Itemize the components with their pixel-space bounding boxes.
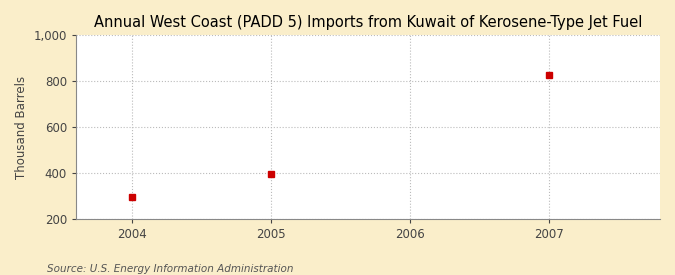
- Text: Source: U.S. Energy Information Administration: Source: U.S. Energy Information Administ…: [47, 264, 294, 274]
- Y-axis label: Thousand Barrels: Thousand Barrels: [15, 75, 28, 178]
- Title: Annual West Coast (PADD 5) Imports from Kuwait of Kerosene-Type Jet Fuel: Annual West Coast (PADD 5) Imports from …: [94, 15, 642, 30]
